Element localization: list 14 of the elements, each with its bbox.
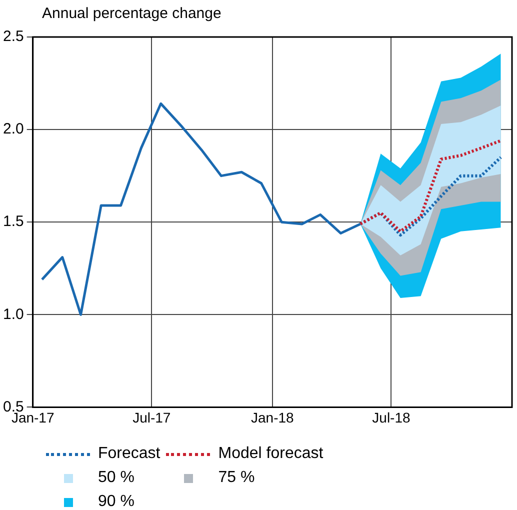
- legend-label: 90 %: [98, 493, 134, 510]
- legend-label: Model forecast: [218, 445, 324, 463]
- y-tick-label: 2.5: [2, 28, 24, 46]
- y-tick-label: 1.5: [2, 213, 24, 230]
- x-tick-label: Jul-18: [372, 409, 411, 426]
- x-tick-label: Jan-18: [251, 409, 294, 426]
- y-tick-label: 2.0: [2, 120, 24, 138]
- line-series: [358, 139, 502, 233]
- legend-label: 75 %: [218, 469, 255, 487]
- y-tick-label: 1.0: [2, 306, 24, 323]
- y-axis-title: Annual percentage change: [42, 5, 222, 22]
- legend-label: Forecast: [98, 445, 160, 463]
- x-tick-label: Jul-17: [132, 409, 171, 426]
- legend-label: 50 %: [98, 469, 134, 487]
